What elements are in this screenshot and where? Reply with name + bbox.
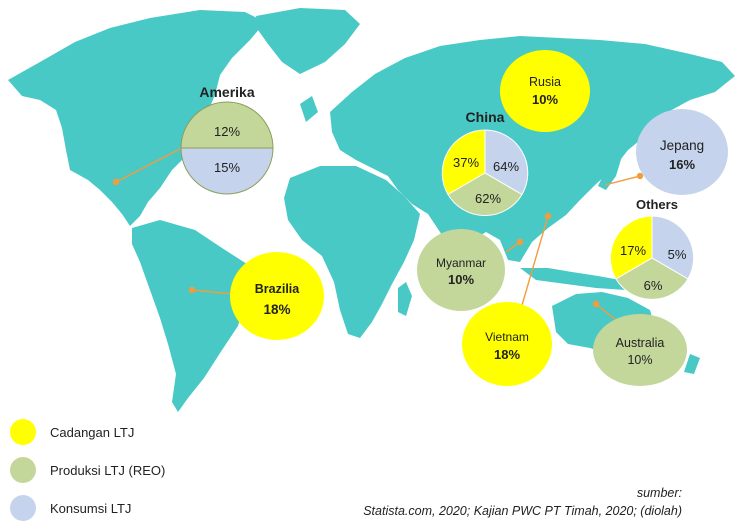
australia-name: Australia [616,336,665,350]
connector-vietnam [519,215,549,313]
others-consumption-slice [651,215,695,280]
others-production-slice [615,257,689,300]
connector-amerika-dot [112,178,120,186]
connector-amerika [115,147,183,183]
china-reserves-slice [441,129,486,196]
japan [598,146,622,190]
connector-jepang [604,175,641,186]
others-reserves-label: 17% [620,243,646,258]
rusia-name: Rusia [529,75,561,89]
brazilia-name: Brazilia [255,282,301,296]
source-text: Statista.com, 2020; Kajian PWC PT Timah,… [363,504,682,518]
brazilia-value: 18% [263,302,290,317]
new-zealand [684,354,700,374]
connector-jepang-dot [636,172,644,180]
rusia-value: 10% [532,92,558,107]
amerika-title: Amerika [199,84,254,100]
legend-label-production: Produksi LTJ (REO) [50,462,166,478]
vietnam-name: Vietnam [485,330,529,344]
north-america [8,10,265,226]
legend-label-consumption: Konsumsi LTJ [50,500,132,516]
others-title: Others [636,197,678,212]
china-title: China [466,109,505,125]
myanmar-value: 10% [448,272,474,287]
others-production-label: 6% [644,278,663,293]
pie-amerika: Amerika 12% 15% [180,84,274,195]
africa [284,166,420,338]
source-heading: sumber: [636,486,682,500]
greenland [256,8,360,74]
legend-item-consumption: Konsumsi LTJ [10,494,131,522]
connector-australia [595,303,617,321]
china-production-slice [447,172,523,217]
reserves-swatch [10,419,36,445]
circle-brazilia: Brazilia 18% [230,252,324,340]
connectors [112,147,644,321]
amerika-production-label: 12% [214,124,240,139]
connector-australia-dot [592,300,600,308]
connector-myanmar-dot [516,238,524,246]
amerika-production-slice [180,101,274,149]
connector-brazilia-dot [188,286,196,294]
eurasia [330,36,735,262]
others-consumption-label: 5% [668,247,687,262]
pie-others: Others 17% 5% 6% [609,197,695,300]
amerika-consumption-label: 15% [214,160,240,175]
china-production-label: 62% [475,191,501,206]
circle-myanmar: Myanmar 10% [417,229,505,311]
circle-rusia: Rusia 10% [500,50,590,132]
source-note: sumber: Statista.com, 2020; Kajian PWC P… [363,484,682,520]
amerika-consumption-slice [180,147,274,195]
production-swatch [10,457,36,483]
consumption-swatch [10,495,36,521]
circle-jepang: Jepang 16% [636,109,728,195]
australia-value: 10% [627,353,652,367]
legend-label-reserves: Cadangan LTJ [50,424,135,440]
circle-vietnam: Vietnam 18% [462,302,552,386]
uk [300,96,318,122]
china-reserves-label: 37% [453,155,479,170]
vietnam-value: 18% [494,347,520,362]
china-consumption-label: 64% [493,159,519,174]
legend-item-production: Produksi LTJ (REO) [10,456,165,484]
connector-vietnam-dot [544,212,552,220]
madagascar [398,282,412,316]
indonesia [520,268,626,290]
jepang-value: 16% [669,157,695,172]
myanmar-name: Myanmar [436,256,486,270]
jepang-name: Jepang [660,138,704,153]
others-reserves-slice [609,215,653,280]
circle-australia: Australia 10% [593,314,687,386]
china-consumption-slice [484,129,529,196]
pie-china: China 37% 64% 62% [441,109,529,217]
legend-item-reserves: Cadangan LTJ [10,418,134,446]
connector-brazilia [191,289,233,295]
south-america [132,220,250,412]
